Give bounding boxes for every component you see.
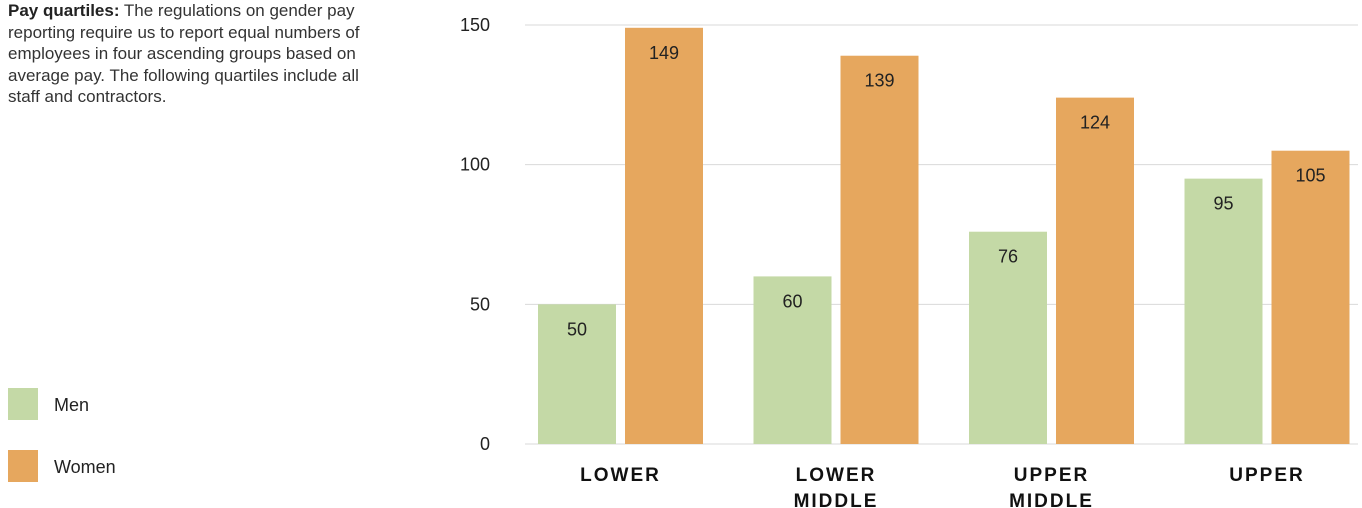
bar-women-2	[1056, 97, 1134, 445]
legend-swatch-women	[8, 450, 38, 482]
bar-women-3	[1271, 150, 1350, 444]
legend-label-women: Women	[54, 457, 116, 477]
x-tick-label-3-0: UPPER	[1229, 465, 1304, 486]
x-tick-label-0-0: LOWER	[580, 465, 661, 486]
bar-value-women-3: 105	[1295, 166, 1325, 186]
bar-value-women-2: 124	[1080, 113, 1110, 133]
bar-value-men-0: 50	[567, 319, 587, 339]
intro-paragraph: Pay quartiles: The regulations on gender…	[8, 0, 388, 108]
x-tick-label-1-1: MIDDLE	[794, 491, 879, 508]
bar-men-1	[753, 276, 832, 444]
y-tick-label-50: 50	[470, 294, 490, 314]
y-tick-label-150: 150	[460, 15, 490, 35]
bar-value-men-3: 95	[1213, 194, 1233, 214]
legend-item-women: Women	[8, 450, 228, 484]
x-tick-label-2-0: UPPER	[1014, 465, 1089, 486]
intro-text: The regulations on gender pay reporting …	[8, 1, 360, 106]
y-tick-label-100: 100	[460, 155, 490, 175]
x-tick-label-1-0: LOWER	[796, 465, 877, 486]
bar-value-women-1: 139	[864, 71, 894, 91]
bar-men-3	[1184, 178, 1263, 444]
intro-lead: Pay quartiles:	[8, 1, 120, 20]
bar-women-1	[840, 55, 919, 445]
y-tick-label-0: 0	[480, 434, 490, 454]
x-tick-label-2-1: MIDDLE	[1009, 491, 1094, 508]
legend-item-men: Men	[8, 388, 228, 422]
bar-value-men-1: 60	[782, 291, 802, 311]
legend-swatch-men	[8, 388, 38, 420]
bar-men-0	[538, 304, 616, 444]
bar-value-men-2: 76	[998, 247, 1018, 267]
bar-value-women-0: 149	[649, 43, 679, 63]
legend-label-men: Men	[54, 395, 90, 415]
bar-men-2	[969, 231, 1047, 444]
bar-women-0	[625, 27, 703, 444]
